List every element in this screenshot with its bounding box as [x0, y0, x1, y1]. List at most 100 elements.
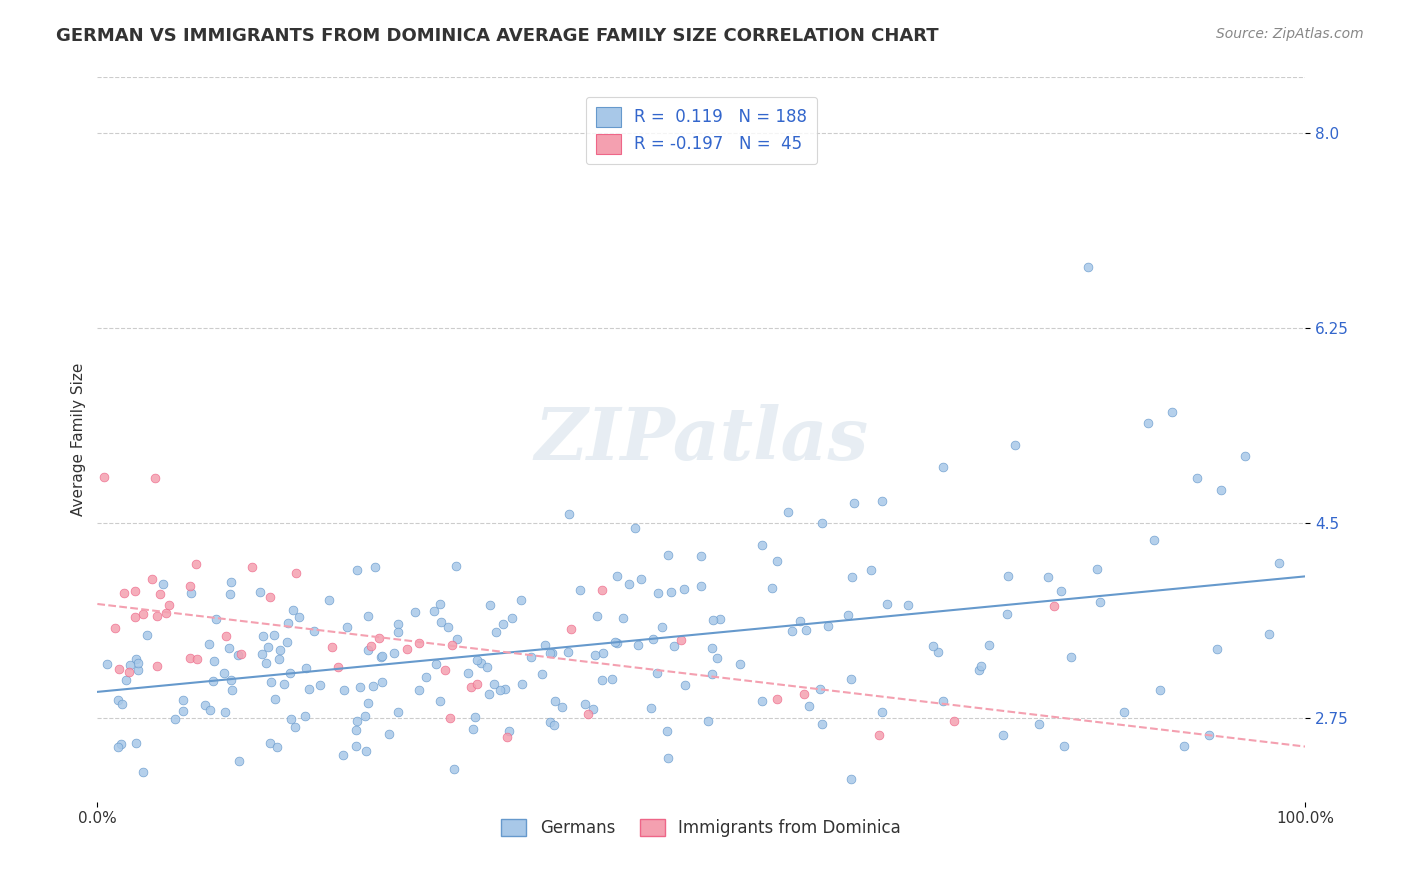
Point — [496, 730, 519, 744]
Point — [501, 611, 523, 625]
Point — [441, 638, 464, 652]
Point — [582, 702, 605, 716]
Point — [387, 625, 409, 640]
Point — [107, 739, 129, 754]
Point — [200, 703, 222, 717]
Point — [624, 521, 647, 535]
Point — [647, 666, 669, 681]
Point — [470, 656, 492, 670]
Point — [619, 576, 641, 591]
Point — [967, 663, 990, 677]
Point — [776, 505, 799, 519]
Point — [277, 616, 299, 631]
Point — [163, 712, 186, 726]
Point — [111, 697, 134, 711]
Point — [436, 620, 458, 634]
Point — [145, 659, 167, 673]
Point — [214, 629, 236, 643]
Point — [630, 572, 652, 586]
Point — [198, 637, 221, 651]
Point — [172, 693, 194, 707]
Point — [240, 560, 263, 574]
Point — [647, 586, 669, 600]
Point — [354, 744, 377, 758]
Point — [1004, 438, 1026, 452]
Point — [157, 598, 180, 612]
Point — [664, 640, 686, 654]
Point — [709, 612, 731, 626]
Point — [283, 602, 305, 616]
Point — [897, 598, 920, 612]
Point — [370, 649, 392, 664]
Point — [995, 607, 1018, 621]
Point — [125, 736, 148, 750]
Point — [387, 705, 409, 719]
Point — [520, 650, 543, 665]
Point — [932, 460, 955, 475]
Point — [485, 624, 508, 639]
Point — [172, 704, 194, 718]
Point — [127, 657, 149, 671]
Point — [96, 657, 118, 672]
Point — [689, 579, 711, 593]
Point — [415, 670, 437, 684]
Point — [465, 677, 488, 691]
Point — [457, 666, 479, 681]
Point — [797, 698, 820, 713]
Point — [249, 585, 271, 599]
Point — [478, 688, 501, 702]
Point — [280, 712, 302, 726]
Point — [1209, 483, 1232, 497]
Point — [252, 629, 274, 643]
Point — [583, 648, 606, 662]
Point — [1143, 533, 1166, 547]
Point — [1149, 683, 1171, 698]
Point — [267, 652, 290, 666]
Point — [423, 604, 446, 618]
Point — [606, 636, 628, 650]
Point — [606, 569, 628, 583]
Text: Source: ZipAtlas.com: Source: ZipAtlas.com — [1216, 27, 1364, 41]
Point — [600, 672, 623, 686]
Point — [295, 661, 318, 675]
Point — [1036, 570, 1059, 584]
Point — [112, 586, 135, 600]
Point — [751, 538, 773, 552]
Point — [404, 605, 426, 619]
Point — [344, 739, 367, 754]
Point — [259, 590, 281, 604]
Point — [706, 651, 728, 665]
Point — [444, 559, 467, 574]
Point — [180, 586, 202, 600]
Point — [408, 682, 430, 697]
Point — [371, 675, 394, 690]
Point — [872, 493, 894, 508]
Point — [280, 665, 302, 680]
Point — [266, 739, 288, 754]
Point — [576, 707, 599, 722]
Point — [1233, 449, 1256, 463]
Point — [127, 663, 149, 677]
Point — [1206, 641, 1229, 656]
Point — [378, 727, 401, 741]
Point — [346, 714, 368, 729]
Point — [509, 593, 531, 607]
Point — [1028, 716, 1050, 731]
Point — [932, 694, 955, 708]
Point — [673, 582, 696, 596]
Point — [333, 683, 356, 698]
Point — [837, 608, 859, 623]
Point — [141, 573, 163, 587]
Point — [510, 676, 533, 690]
Text: GERMAN VS IMMIGRANTS FROM DOMINICA AVERAGE FAMILY SIZE CORRELATION CHART: GERMAN VS IMMIGRANTS FROM DOMINICA AVERA… — [56, 27, 939, 45]
Point — [155, 606, 177, 620]
Point — [927, 645, 949, 659]
Point — [115, 673, 138, 687]
Point — [336, 620, 359, 634]
Point — [260, 674, 283, 689]
Point — [361, 679, 384, 693]
Point — [186, 651, 208, 665]
Point — [370, 649, 392, 664]
Point — [269, 642, 291, 657]
Point — [1049, 583, 1071, 598]
